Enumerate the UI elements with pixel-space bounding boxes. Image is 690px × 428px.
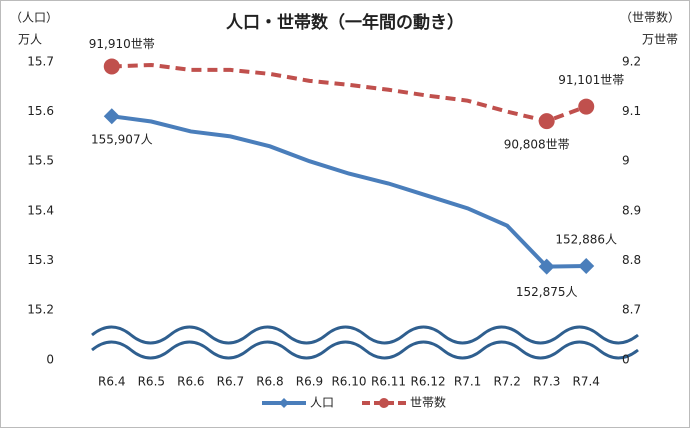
y2-tick-label: 9 [622, 154, 630, 168]
y-axis-unit: 万人 [18, 33, 42, 47]
data-label: 152,875人 [516, 285, 578, 299]
x-tick-label: R6.6 [177, 375, 204, 389]
y2-tick-label: 9.1 [622, 104, 641, 118]
data-label: 91,910世帯 [89, 37, 155, 51]
y2-tick-label: 0 [622, 353, 630, 367]
x-tick-label: R6.5 [138, 375, 165, 389]
series-line [111, 114, 587, 269]
y2-axis-unit: 万世帯 [642, 33, 678, 47]
x-tick-label: R6.4 [98, 375, 125, 389]
data-label: 91,101世帯 [558, 73, 624, 87]
y-tick-label: 15.3 [27, 253, 54, 267]
x-tick-label: R6.7 [217, 375, 244, 389]
y2-tick-label: 8.8 [622, 253, 641, 267]
y-tick-label: 15.2 [27, 303, 54, 317]
break-wave [91, 340, 639, 360]
x-tick-label: R6.11 [371, 375, 406, 389]
marker [538, 258, 555, 275]
legend-marker [279, 398, 289, 408]
y2-axis-label: （世帯数） [620, 10, 680, 25]
y2-tick-label: 9.2 [622, 55, 641, 69]
x-tick-label: R7.3 [533, 375, 560, 389]
y-tick-label: 15.6 [27, 104, 54, 118]
x-tick-label: R7.4 [573, 375, 600, 389]
y-axis-label: （人口） [10, 11, 58, 25]
marker [578, 98, 595, 115]
x-tick-label: R6.8 [256, 375, 283, 389]
x-tick-label: R6.9 [296, 375, 323, 389]
y-tick-label: 15.4 [27, 203, 54, 217]
legend-marker [379, 398, 389, 408]
data-label: 90,808世帯 [504, 138, 570, 152]
marker [103, 58, 120, 75]
marker [103, 108, 120, 125]
y-tick-label: 0 [46, 353, 54, 367]
legend-label: 人口 [310, 396, 334, 410]
x-tick-label: R7.1 [454, 375, 481, 389]
marker [538, 113, 555, 130]
y2-tick-label: 8.7 [622, 303, 641, 317]
data-label: 155,907人 [91, 133, 153, 147]
legend-label: 世帯数 [410, 395, 446, 410]
break-wave [91, 325, 639, 345]
y-tick-label: 15.7 [27, 55, 54, 69]
data-label: 152,886人 [555, 233, 617, 247]
x-tick-label: R7.2 [493, 375, 520, 389]
y2-tick-label: 8.9 [622, 203, 641, 217]
axis-break [91, 325, 639, 360]
x-tick-label: R6.12 [411, 375, 446, 389]
y-tick-label: 15.5 [27, 154, 54, 168]
x-tick-label: R6.10 [331, 375, 366, 389]
marker [578, 258, 595, 275]
chart-title: 人口・世帯数（一年間の動き） [226, 12, 464, 33]
